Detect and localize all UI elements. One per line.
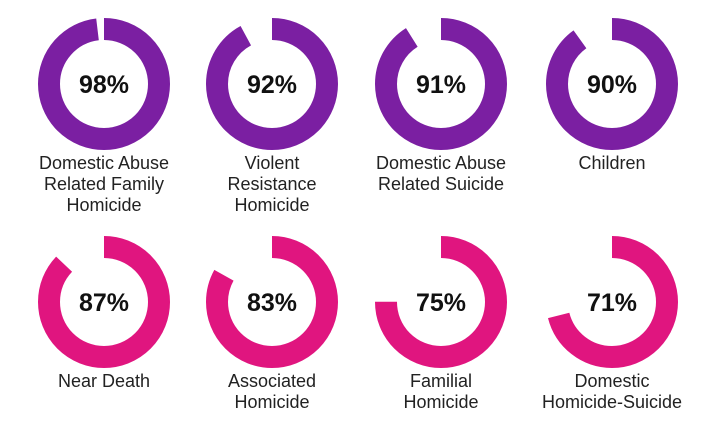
donut-arc	[546, 18, 678, 150]
donut-ring: 98%	[38, 18, 170, 150]
donut-item: 92% Violent Resistance Homicide	[182, 16, 362, 216]
donut-arc	[206, 18, 338, 150]
donut-label: Near Death	[57, 371, 151, 391]
donut-label: Violent Resistance Homicide	[227, 153, 317, 215]
donut-item: 75% Familial Homicide	[351, 234, 531, 413]
donut-label: Children	[578, 153, 646, 173]
percent-value: 87%	[79, 289, 129, 317]
donut-ring: 75%	[375, 236, 507, 368]
donut-label: Domestic Homicide-Suicide	[541, 371, 683, 412]
percent-value: 91%	[416, 71, 466, 99]
donut-label: Associated Homicide	[227, 371, 317, 412]
percent-value: 90%	[587, 71, 637, 99]
donut-item: 91% Domestic Abuse Related Suicide	[351, 16, 531, 195]
donut-arc	[546, 236, 678, 368]
donut-arc	[38, 18, 170, 150]
percent-value: 92%	[247, 71, 297, 99]
donut-item: 87% Near Death	[14, 234, 194, 392]
percent-value: 75%	[416, 289, 466, 317]
donut-arc	[375, 236, 507, 368]
donut-ring: 83%	[206, 236, 338, 368]
donut-ring: 87%	[38, 236, 170, 368]
percent-value: 71%	[587, 289, 637, 317]
percent-value: 83%	[247, 289, 297, 317]
donut-item: 90% Children	[522, 16, 702, 174]
donut-label: Domestic Abuse Related Family Homicide	[38, 153, 170, 215]
donut-arc	[375, 18, 507, 150]
donut-ring: 71%	[546, 236, 678, 368]
donut-item: 98% Domestic Abuse Related Family Homicid…	[14, 16, 194, 216]
donut-arc	[206, 236, 338, 368]
donut-ring: 91%	[375, 18, 507, 150]
donut-item: 83% Associated Homicide	[182, 234, 362, 413]
donut-item: 71% Domestic Homicide-Suicide	[522, 234, 702, 413]
donut-arc	[38, 236, 170, 368]
donut-label: Familial Homicide	[403, 371, 479, 412]
percent-value: 98%	[79, 71, 129, 99]
donut-ring: 92%	[206, 18, 338, 150]
donut-ring: 90%	[546, 18, 678, 150]
donut-label: Domestic Abuse Related Suicide	[375, 153, 507, 194]
